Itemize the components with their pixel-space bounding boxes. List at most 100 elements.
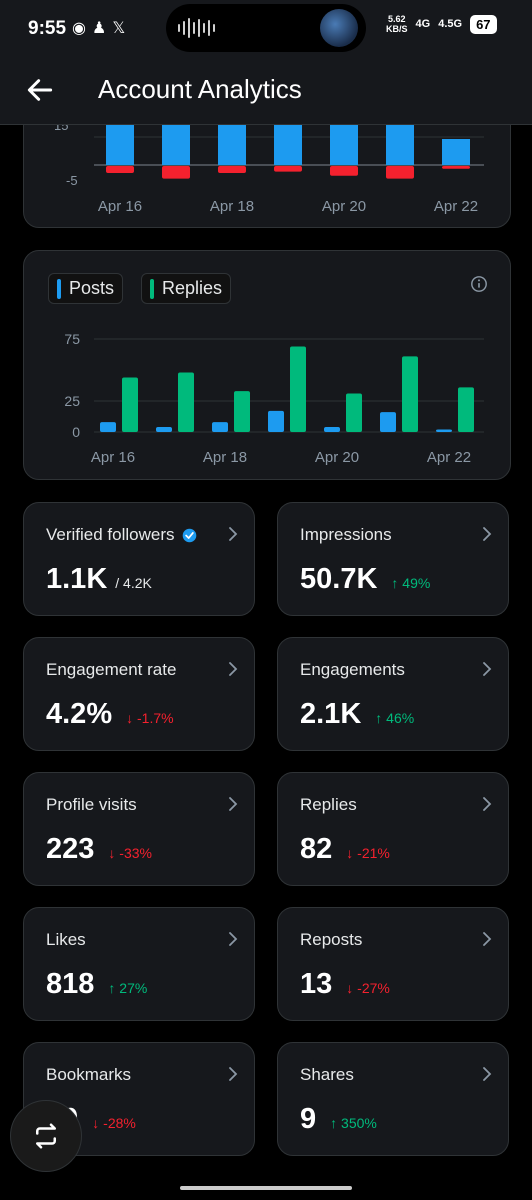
positive-bar [162, 121, 190, 165]
arrow-up-icon: ↑ [108, 980, 120, 996]
delta-down: ↓ -33% [108, 845, 152, 861]
delta-value: 27% [119, 980, 148, 996]
stat-label: Engagement rate [46, 660, 176, 680]
app-header: Account Analytics [0, 60, 532, 125]
positive-bar [330, 121, 358, 165]
wave-bar [183, 21, 185, 35]
network-speed: 5.62 KB/S [386, 14, 408, 34]
stat-value: 13 ↓ -27% [300, 968, 390, 1001]
stat-card-verified-followers[interactable]: Verified followers 1.1K / 4.2K [23, 502, 255, 616]
posts-replies-canvas: 75 25 0 Apr 16 Apr 18 Apr 20 Apr 22 [64, 331, 484, 466]
delta-value: -28% [103, 1115, 136, 1131]
stat-label-text: Verified followers [46, 525, 175, 544]
signal-2-label: 4.5G [438, 18, 463, 30]
posts-bar [156, 427, 172, 432]
stat-card-shares[interactable]: Shares 9 ↑ 350% [277, 1042, 509, 1156]
verified-badge-icon [182, 528, 196, 542]
replies-bar [290, 346, 306, 432]
x-tick-label: Apr 16 [91, 449, 135, 466]
replies-bar [458, 387, 474, 432]
status-bar: 9:55 ◉ ♟ 𝕏 5.62 KB/S 4G 4.5G 67 [0, 0, 532, 60]
legend-posts[interactable]: Posts [48, 273, 124, 304]
stat-label: Profile visits [46, 795, 137, 815]
repost-fab[interactable] [10, 1100, 82, 1172]
negative-bar [330, 166, 358, 176]
positive-bar [274, 121, 302, 165]
stat-value: 50.7K ↑ 49% [300, 563, 430, 596]
stat-value-text: 1.1K [46, 563, 108, 595]
signal-1-label: 4G [415, 18, 431, 30]
back-arrow-icon[interactable] [24, 74, 56, 106]
stat-label-text: Profile visits [46, 795, 137, 814]
battery-indicator: 67 [470, 14, 497, 34]
stat-label: Impressions [300, 525, 392, 545]
now-playing-artwork[interactable] [320, 9, 358, 47]
wave-bar [203, 23, 205, 33]
snapchat-icon: ♟ [91, 20, 107, 37]
x-tick-label: Apr 18 [203, 449, 247, 466]
y-tick-label: 0 [72, 424, 80, 440]
whatsapp-icon: ◉ [72, 20, 86, 37]
negative-bar [162, 166, 190, 179]
stat-total: / 4.2K [115, 575, 152, 591]
stat-card-replies[interactable]: Replies 82 ↓ -21% [277, 772, 509, 886]
delta-up: ↑ 46% [375, 710, 414, 726]
arrow-down-icon: ↓ [346, 980, 358, 996]
wave-bar [208, 20, 210, 36]
stat-value: 4.2% ↓ -1.7% [46, 698, 174, 731]
stat-label-text: Reposts [300, 930, 363, 949]
delta-up: ↑ 27% [108, 980, 147, 996]
arrow-down-icon: ↓ [108, 845, 120, 861]
stat-value: 223 ↓ -33% [46, 833, 152, 866]
negative-bar [218, 166, 246, 173]
stat-label: Verified followers [46, 525, 198, 545]
gesture-nav-handle[interactable] [180, 1186, 352, 1190]
positive-bar [218, 121, 246, 165]
stat-card-engagements[interactable]: Engagements 2.1K ↑ 46% [277, 637, 509, 751]
stat-card-profile-visits[interactable]: Profile visits 223 ↓ -33% [23, 772, 255, 886]
stat-value-text: 4.2% [46, 698, 113, 730]
info-icon[interactable] [470, 275, 488, 293]
chevron-right-icon [229, 797, 238, 811]
stat-label-text: Replies [300, 795, 357, 814]
wave-bar [213, 24, 215, 32]
posts-bar [268, 410, 284, 432]
stat-card-likes[interactable]: Likes 818 ↑ 27% [23, 907, 255, 1021]
stat-card-reposts[interactable]: Reposts 13 ↓ -27% [277, 907, 509, 1021]
chevron-right-icon [229, 1067, 238, 1081]
chevron-right-icon [483, 662, 492, 676]
delta-value: 350% [341, 1115, 377, 1131]
stat-label-text: Likes [46, 930, 86, 949]
posts-swatch [57, 278, 61, 299]
posts-bar [100, 422, 116, 432]
negative-bar [386, 166, 414, 179]
negative-bar [274, 166, 302, 172]
stat-label: Engagements [300, 660, 405, 680]
stat-value: 2.1K ↑ 46% [300, 698, 414, 731]
y-tick-label: 25 [64, 393, 80, 409]
delta-down: ↓ -27% [346, 980, 390, 996]
chart-legend: Posts Replies [48, 273, 232, 304]
stat-label-text: Bookmarks [46, 1065, 132, 1084]
chevron-right-icon [483, 527, 492, 541]
stat-label: Bookmarks [46, 1065, 131, 1085]
status-app-icons: ◉ ♟ 𝕏 [72, 18, 125, 38]
legend-replies[interactable]: Replies [141, 273, 232, 304]
positive-bar [106, 121, 134, 165]
posts-bar [380, 412, 396, 432]
stat-card-engagement-rate[interactable]: Engagement rate 4.2% ↓ -1.7% [23, 637, 255, 751]
audio-wave-icon [178, 18, 215, 38]
wave-bar [198, 19, 200, 37]
legend-posts-label: Posts [69, 278, 115, 298]
replies-bar [402, 356, 418, 432]
arrow-down-icon: ↓ [126, 710, 137, 726]
stat-label: Shares [300, 1065, 354, 1085]
page-title: Account Analytics [98, 74, 302, 104]
wave-bar [178, 24, 180, 32]
arrow-down-icon: ↓ [92, 1115, 104, 1131]
stat-card-impressions[interactable]: Impressions 50.7K ↑ 49% [277, 502, 509, 616]
stat-value-text: 223 [46, 833, 95, 865]
x-tick-label: Apr 16 [98, 198, 142, 215]
replies-bar [178, 372, 194, 432]
